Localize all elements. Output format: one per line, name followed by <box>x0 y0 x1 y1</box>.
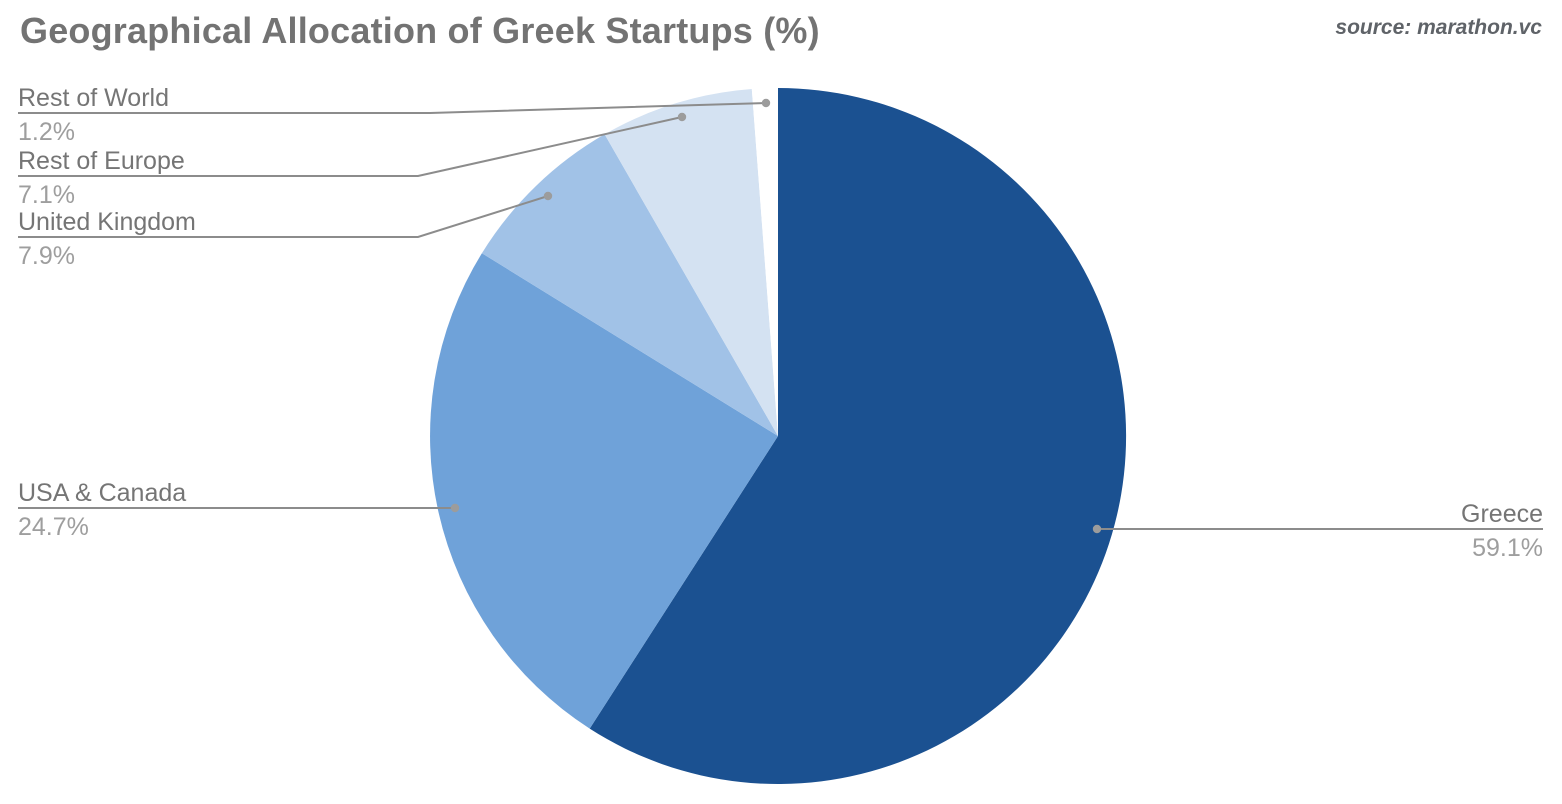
slice-label-value: 24.7% <box>18 513 89 541</box>
callout-rest-of-world: Rest of World 1.2% <box>18 84 169 146</box>
pie-slice-rest-of-europe[interactable] <box>604 89 778 436</box>
leader-dot <box>677 112 687 122</box>
callout-rest-of-europe: Rest of Europe 7.1% <box>18 147 185 209</box>
pie-slice-greece[interactable] <box>589 87 1127 784</box>
slice-label-value: 1.2% <box>18 118 75 146</box>
chart-title: Geographical Allocation of Greek Startup… <box>20 10 820 51</box>
slice-label-name: United Kingdom <box>18 208 196 236</box>
leader-line <box>18 116 683 177</box>
leader-dot <box>1092 524 1102 534</box>
callout-usa-canada: USA & Canada 24.7% <box>18 479 186 541</box>
leader-dot <box>450 503 460 513</box>
slice-label-value: 7.9% <box>18 242 75 270</box>
slice-label-name: Rest of World <box>18 84 169 112</box>
slice-label-name: Rest of Europe <box>18 147 185 175</box>
source-note: source: marathon.vc <box>1335 16 1542 39</box>
leader-line <box>18 195 549 238</box>
slice-label-name: Greece <box>1461 500 1543 528</box>
pie-slice-usa-canada[interactable] <box>430 253 778 729</box>
leader-dot <box>761 98 771 108</box>
pie-slice-united-kingdom[interactable] <box>481 134 778 437</box>
callout-greece: Greece 59.1% <box>1461 500 1543 562</box>
leader-dot <box>543 191 553 201</box>
pie-slice-rest-of-world[interactable] <box>751 88 778 436</box>
slice-label-value: 59.1% <box>1472 534 1543 562</box>
slice-label-value: 7.1% <box>18 181 75 209</box>
callout-united-kingdom: United Kingdom 7.9% <box>18 208 196 270</box>
slice-label-name: USA & Canada <box>18 479 187 507</box>
leader-line <box>18 102 767 114</box>
